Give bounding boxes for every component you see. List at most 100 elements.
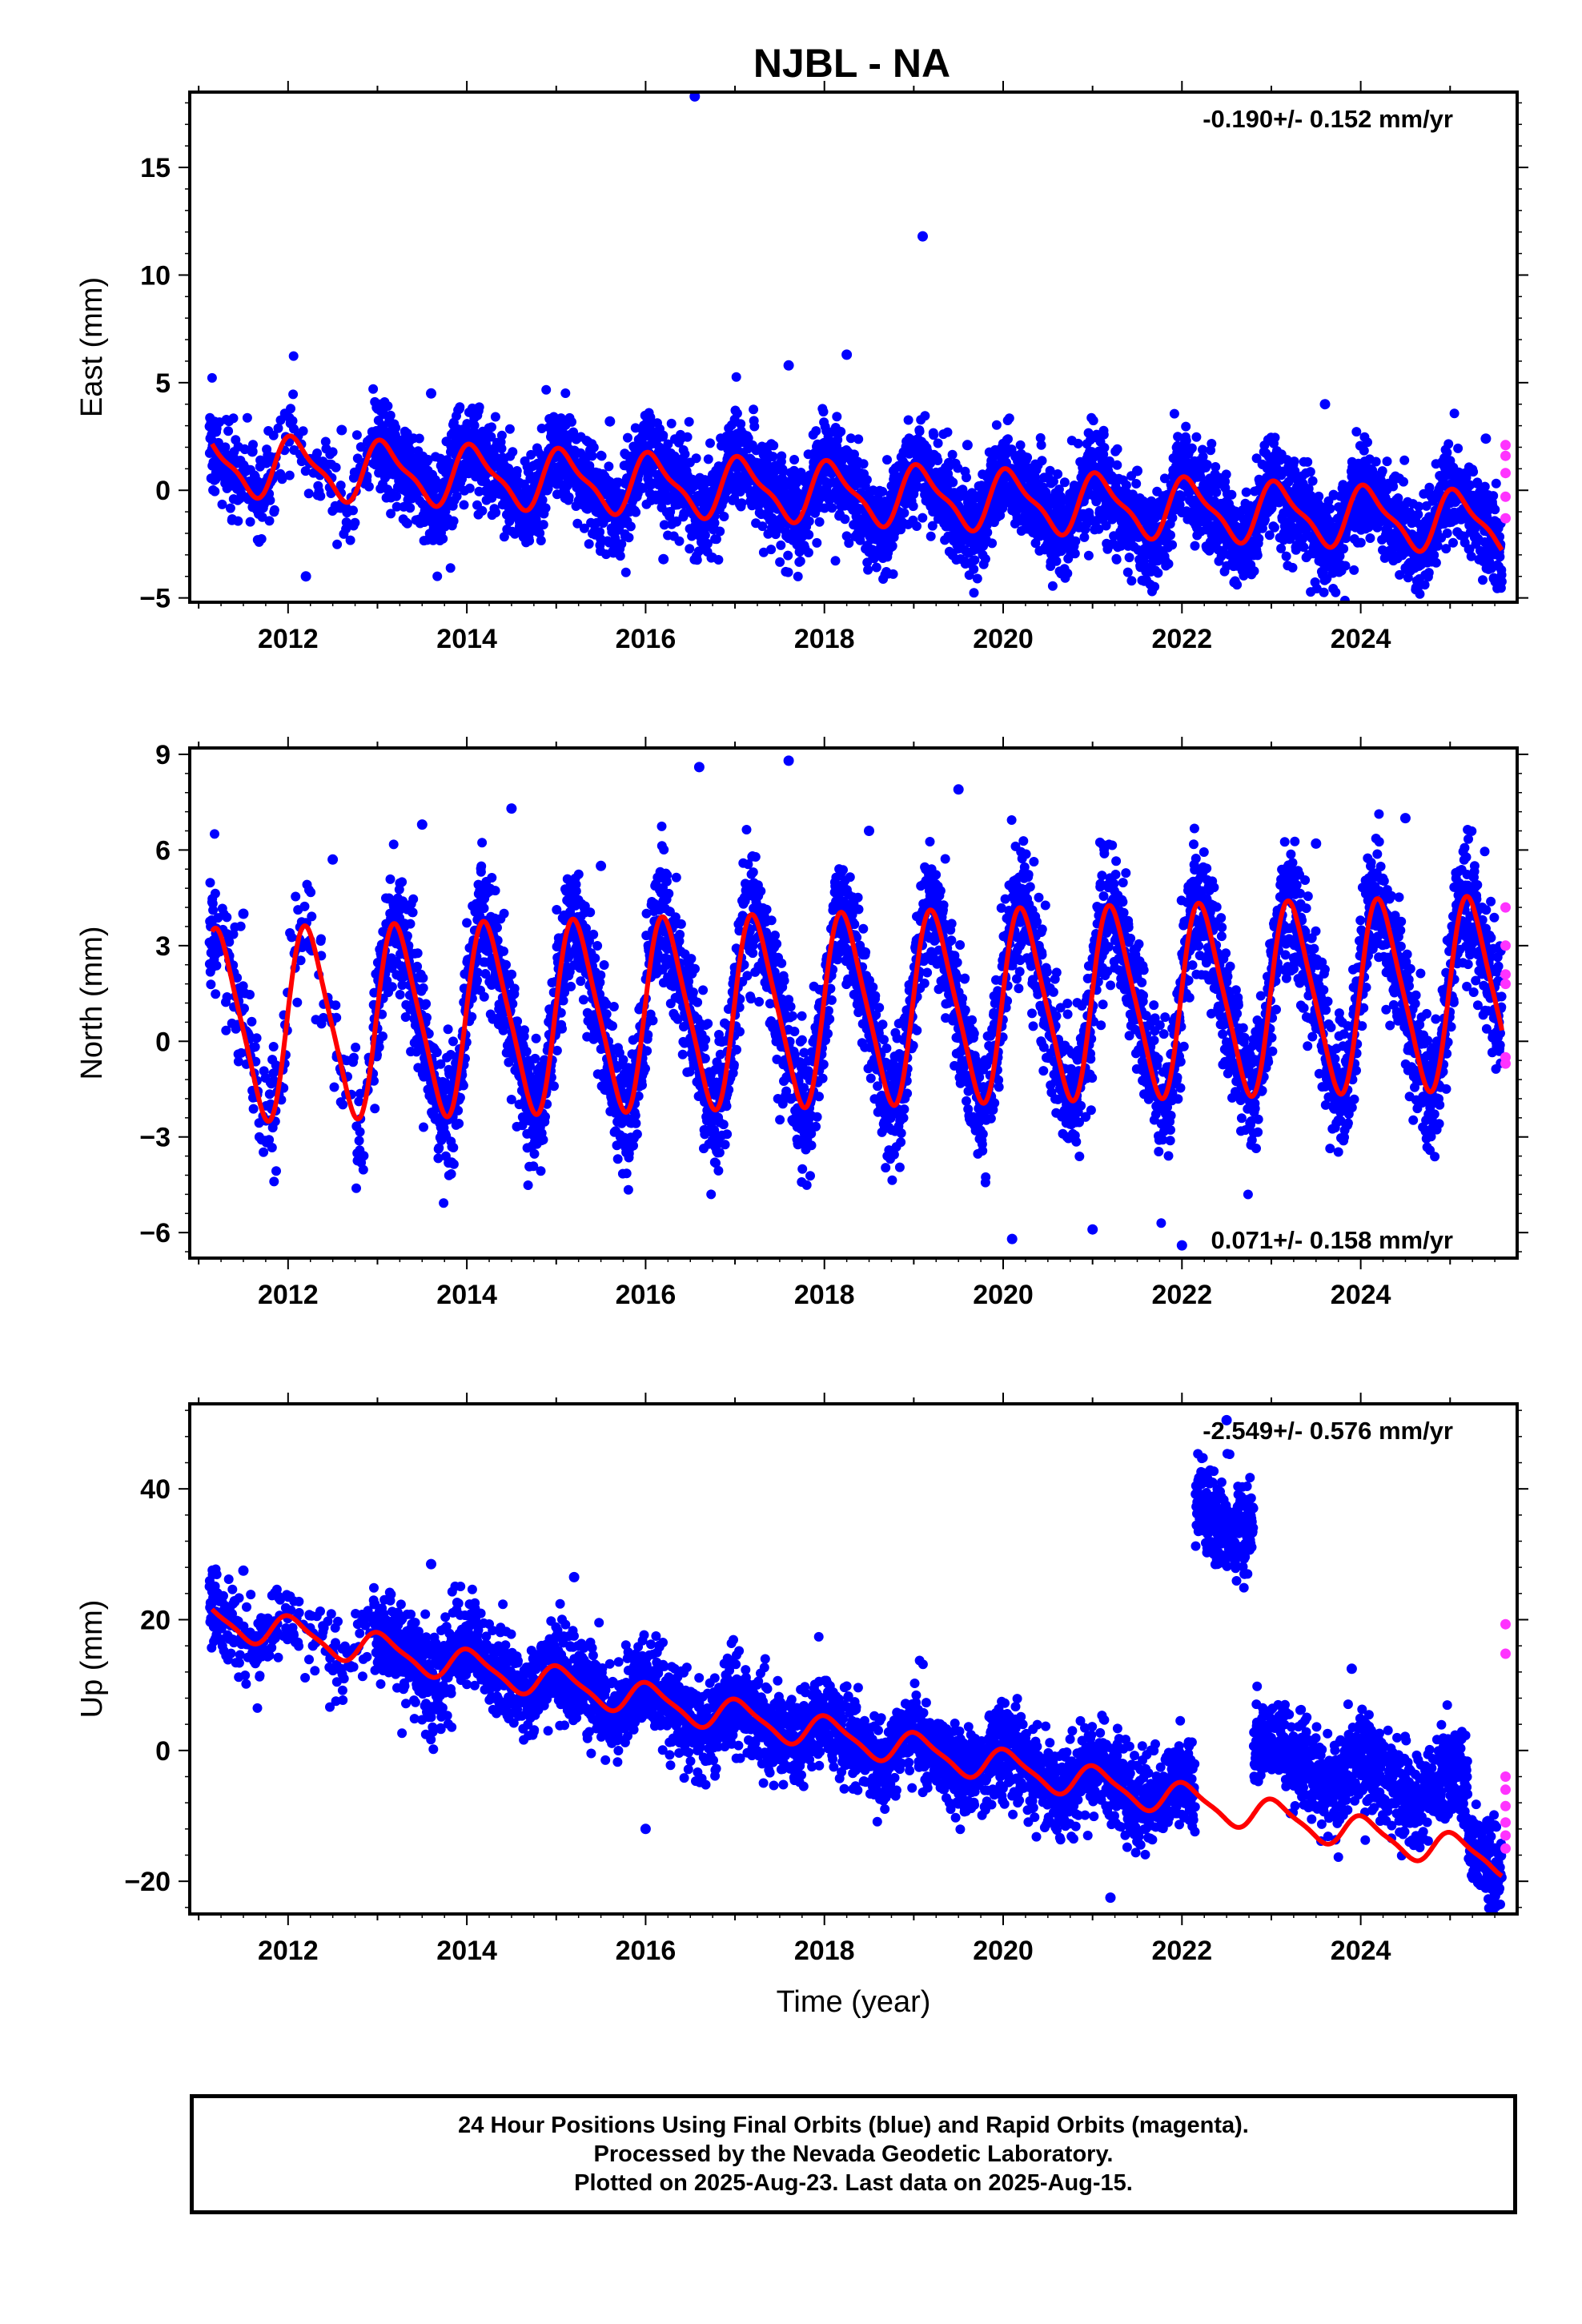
north-y-tick-label: −3 xyxy=(139,1123,171,1153)
north-final-orbit-points xyxy=(205,810,1507,1228)
east-final-point-12 xyxy=(962,440,973,450)
up-final-point-7 xyxy=(1347,1663,1357,1674)
north-y-tick-label: −6 xyxy=(139,1218,171,1248)
east-y-tick-label: −5 xyxy=(139,584,171,614)
east-y-tick-label: 5 xyxy=(155,368,171,399)
north-final-point-2 xyxy=(417,819,428,830)
east-x-tick-label: 2014 xyxy=(436,624,497,654)
up-x-axis-label: Time (year) xyxy=(777,1985,931,2019)
north-final-point-10 xyxy=(1087,1224,1098,1235)
north-final-point-1 xyxy=(327,854,338,865)
north-x-tick-label: 2018 xyxy=(794,1280,855,1310)
up-rapid-point-2 xyxy=(1500,1771,1511,1782)
north-rapid-point-3 xyxy=(1500,979,1511,989)
east-final-point-13 xyxy=(1042,533,1053,543)
east-final-point-15 xyxy=(1231,549,1241,560)
east-final-point-16 xyxy=(1320,399,1331,409)
north-rapid-point-2 xyxy=(1500,969,1511,979)
east-rapid-point-0 xyxy=(1500,440,1511,450)
north-rapid-point-1 xyxy=(1500,940,1511,951)
east-y-tick-label: 10 xyxy=(140,260,171,291)
up-x-tick-label: 2018 xyxy=(794,1936,855,1966)
caption-line-1: 24 Hour Positions Using Final Orbits (bl… xyxy=(458,2111,1249,2140)
east-final-point-1 xyxy=(247,446,258,456)
up-final-point-1 xyxy=(426,1559,436,1570)
east-x-tick-label: 2016 xyxy=(616,624,677,654)
north-final-point-12 xyxy=(1311,838,1321,849)
up-final-point-4 xyxy=(1106,1892,1116,1903)
east-final-point-11 xyxy=(917,231,928,242)
east-y-tick-label: 15 xyxy=(140,153,171,183)
east-rapid-point-3 xyxy=(1500,492,1511,502)
data-east xyxy=(205,91,1511,615)
up-final-point-6 xyxy=(1239,1569,1250,1579)
up-x-tick-label: 2020 xyxy=(973,1936,1034,1966)
east-final-point-3 xyxy=(336,425,347,436)
north-final-point-5 xyxy=(694,762,705,772)
east-x-tick-label: 2018 xyxy=(794,624,855,654)
east-rapid-point-1 xyxy=(1500,451,1511,461)
north-final-point-8 xyxy=(954,784,964,794)
north-y-tick-label: 6 xyxy=(155,835,171,866)
up-y-tick-label: −20 xyxy=(124,1867,171,1897)
north-x-tick-label: 2022 xyxy=(1151,1280,1212,1310)
up-final-point-3 xyxy=(640,1823,651,1834)
up-y-tick-label: 40 xyxy=(140,1474,171,1505)
up-y-tick-label: 20 xyxy=(140,1606,171,1636)
up-rapid-point-3 xyxy=(1500,1784,1511,1795)
up-rapid-point-6 xyxy=(1500,1831,1511,1841)
east-final-point-4 xyxy=(426,388,436,399)
east-y-axis-label: East (mm) xyxy=(75,277,109,417)
caption-box: 24 Hour Positions Using Final Orbits (bl… xyxy=(190,2094,1517,2214)
north-rapid-point-5 xyxy=(1500,1059,1511,1069)
up-rapid-point-7 xyxy=(1500,1844,1511,1854)
panels-group: 2012 2014 2016 2018 2020 2022 2024 −5 0 5 10 15 East… xyxy=(75,81,1528,2019)
up-rate-label: -2.549+/- 0.576 mm/yr xyxy=(1203,1417,1453,1445)
caption-line-3: Plotted on 2025-Aug-23. Last data on 202… xyxy=(574,2169,1133,2197)
up-final-point-2 xyxy=(569,1572,580,1582)
north-x-tick-label: 2016 xyxy=(616,1280,677,1310)
up-x-tick-label: 2024 xyxy=(1331,1936,1391,1966)
east-final-point-7 xyxy=(658,554,669,565)
east-y-tick-label: 0 xyxy=(155,476,171,506)
panel-east: 2012 2014 2016 2018 2020 2022 2024−5051015East… xyxy=(75,81,1528,654)
east-x-tick-label: 2012 xyxy=(258,624,319,654)
up-final-point-8 xyxy=(1480,1883,1491,1893)
east-final-point-9 xyxy=(784,360,794,371)
up-final-point-0 xyxy=(239,1566,249,1576)
east-final-point-2 xyxy=(301,571,311,581)
caption-line-2: Processed by the Nevada Geodetic Laborat… xyxy=(594,2140,1114,2169)
north-final-point-9 xyxy=(1007,1234,1018,1244)
up-x-tick-label: 2022 xyxy=(1151,1936,1212,1966)
up-x-tick-label: 2016 xyxy=(616,1936,677,1966)
east-final-point-18 xyxy=(1480,433,1491,444)
data-north xyxy=(205,755,1511,1250)
east-final-point-14 xyxy=(1132,466,1142,476)
north-final-point-13 xyxy=(1400,813,1411,823)
east-final-point-10 xyxy=(841,349,852,360)
east-x-tick-label: 2022 xyxy=(1151,624,1212,654)
east-rate-label: -0.190+/- 0.152 mm/yr xyxy=(1203,105,1453,133)
north-x-tick-label: 2014 xyxy=(436,1280,497,1310)
north-x-tick-label: 2024 xyxy=(1331,1280,1391,1310)
east-final-orbit-points xyxy=(205,352,1507,615)
data-up xyxy=(205,1415,1511,1940)
north-y-axis-label: North (mm) xyxy=(75,926,109,1080)
north-y-tick-label: 9 xyxy=(155,740,171,770)
north-final-point-11 xyxy=(1177,1240,1187,1251)
up-rapid-point-4 xyxy=(1500,1801,1511,1811)
north-final-point-0 xyxy=(239,909,249,919)
up-y-axis-label: Up (mm) xyxy=(75,1600,109,1719)
up-x-tick-label: 2014 xyxy=(436,1936,497,1966)
north-final-point-3 xyxy=(506,803,516,814)
north-final-point-7 xyxy=(864,826,874,836)
north-final-point-4 xyxy=(596,861,606,871)
east-final-point-6 xyxy=(604,416,615,427)
east-rapid-point-2 xyxy=(1500,468,1511,478)
east-rapid-point-4 xyxy=(1500,513,1511,524)
panel-north: 2012 2014 2016 2018 2020 2022 2024−6−30369Nort… xyxy=(75,737,1528,1310)
east-final-point-5 xyxy=(497,452,508,463)
up-rapid-point-5 xyxy=(1500,1817,1511,1827)
